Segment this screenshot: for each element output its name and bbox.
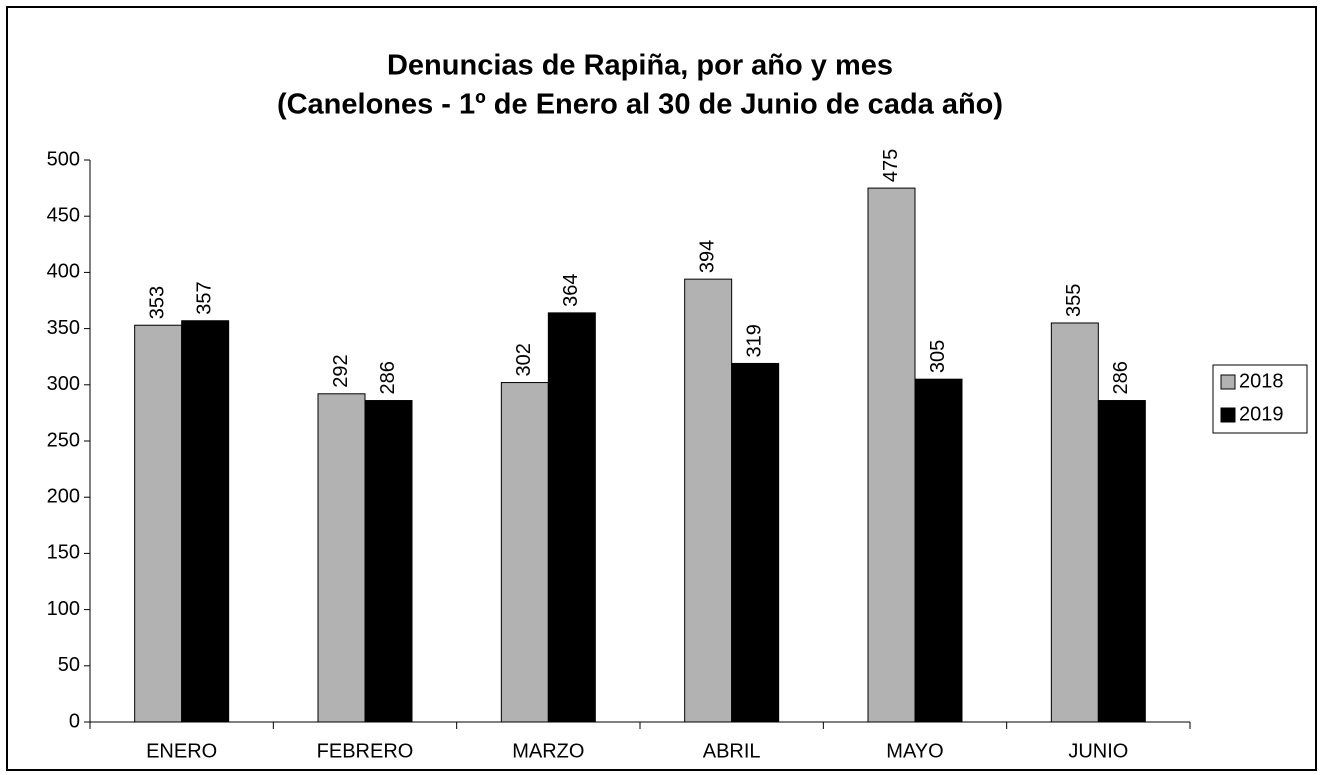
bar <box>500 382 549 723</box>
data-label: 319 <box>743 324 765 357</box>
y-tick-label: 50 <box>58 654 80 676</box>
legend-label: 2018 <box>1239 370 1284 392</box>
bar <box>181 320 230 723</box>
bar <box>547 312 596 723</box>
data-label: 475 <box>880 149 902 182</box>
bar <box>364 400 413 723</box>
data-label: 353 <box>146 286 168 319</box>
y-tick-label: 400 <box>47 261 80 283</box>
bar <box>867 187 916 723</box>
data-label: 286 <box>1110 361 1132 394</box>
data-label: 355 <box>1063 284 1085 317</box>
data-label: 394 <box>696 240 718 273</box>
data-label: 364 <box>560 273 582 306</box>
data-label: 305 <box>927 340 949 373</box>
chart-title: Denuncias de Rapiña, por año y mes <box>387 50 893 82</box>
y-tick-label: 100 <box>47 598 80 620</box>
bar <box>914 378 963 723</box>
legend-swatch <box>1220 374 1236 390</box>
y-tick-label: 500 <box>47 148 80 170</box>
x-tick-label: MARZO <box>512 740 584 762</box>
y-tick-label: 150 <box>47 542 80 564</box>
y-tick-label: 200 <box>47 485 80 507</box>
x-tick-label: MAYO <box>886 740 943 762</box>
legend-label: 2019 <box>1239 403 1284 425</box>
data-label: 292 <box>330 354 352 387</box>
x-tick-label: ENERO <box>146 740 217 762</box>
bar <box>731 362 780 723</box>
legend-swatch <box>1220 407 1236 423</box>
y-tick-label: 450 <box>47 204 80 226</box>
data-label: 286 <box>377 361 399 394</box>
x-tick-label: ABRIL <box>703 740 761 762</box>
data-label: 302 <box>513 343 535 376</box>
bar <box>1050 322 1099 723</box>
x-tick-label: JUNIO <box>1068 740 1128 762</box>
chart-subtitle: (Canelones - 1º de Enero al 30 de Junio … <box>277 89 1003 121</box>
y-tick-label: 0 <box>69 710 80 732</box>
bar <box>317 393 366 723</box>
y-tick-label: 350 <box>47 317 80 339</box>
y-tick-label: 250 <box>47 429 80 451</box>
x-tick-label: FEBRERO <box>317 740 414 762</box>
bar <box>684 278 733 723</box>
y-tick-label: 300 <box>47 373 80 395</box>
data-label: 357 <box>193 281 215 314</box>
bar <box>134 324 183 723</box>
bar <box>1097 400 1146 723</box>
